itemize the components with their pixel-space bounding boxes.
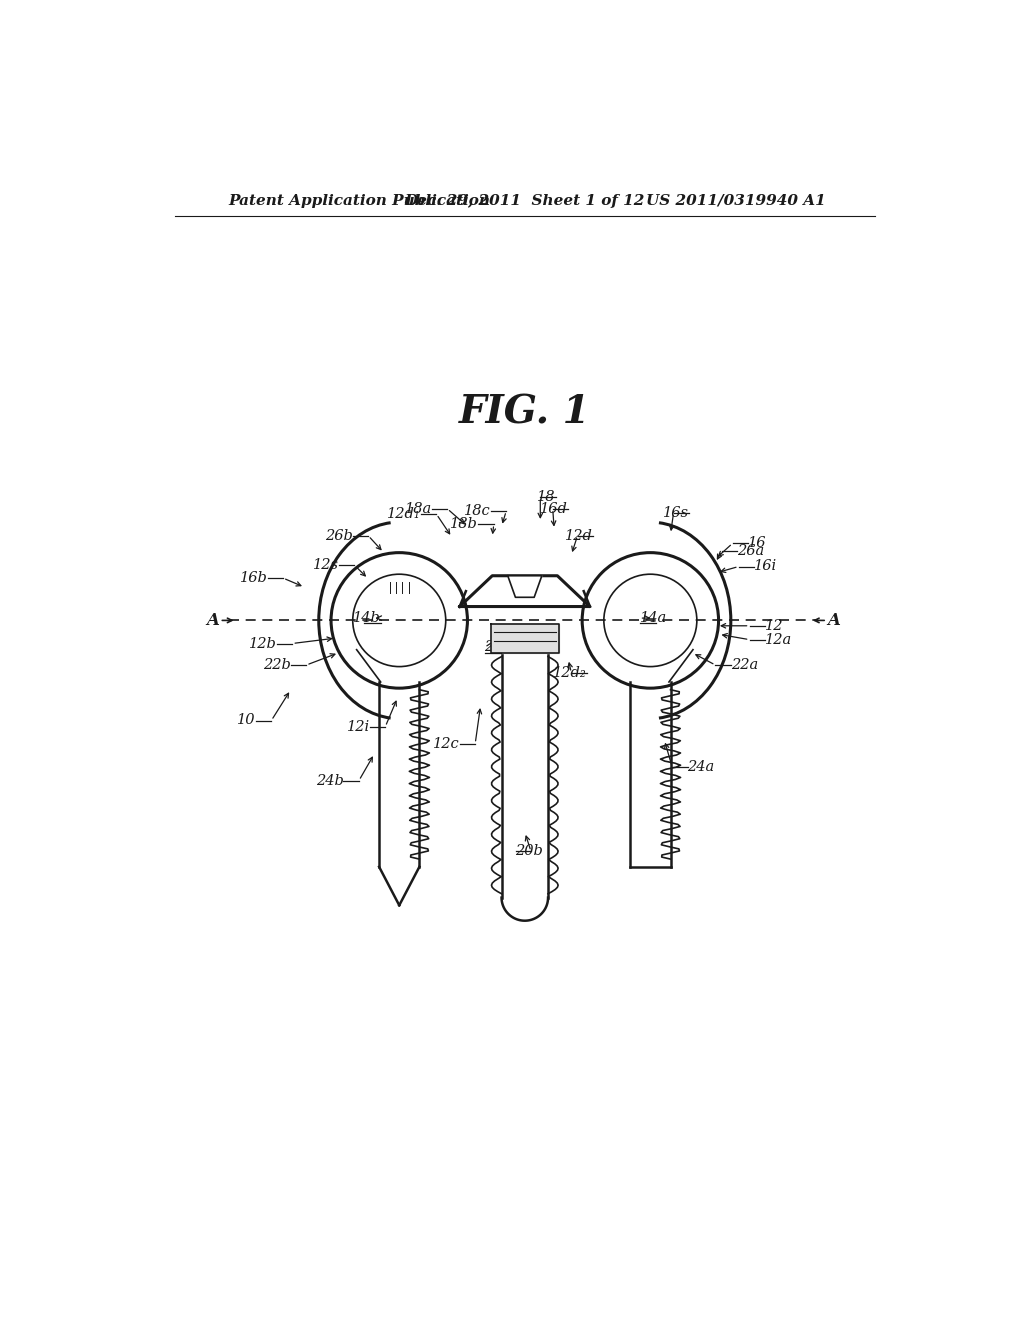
Text: 12s: 12s (312, 558, 339, 572)
Text: A: A (827, 612, 840, 628)
Text: 24a: 24a (687, 760, 715, 774)
Text: 20a: 20a (484, 640, 512, 655)
Text: US 2011/0319940 A1: US 2011/0319940 A1 (646, 194, 825, 207)
Text: 26a: 26a (737, 544, 764, 558)
Text: 16d: 16d (541, 502, 568, 516)
Polygon shape (508, 576, 542, 597)
Text: 16b: 16b (240, 572, 267, 585)
Text: 12c: 12c (433, 737, 460, 751)
Text: 12a: 12a (765, 632, 793, 647)
Text: 18: 18 (538, 490, 556, 504)
Text: 20b: 20b (515, 845, 544, 858)
Text: 14b: 14b (353, 611, 381, 626)
Text: 18c: 18c (464, 504, 490, 517)
Text: 18a: 18a (404, 502, 432, 516)
Polygon shape (490, 624, 559, 653)
Text: 16: 16 (748, 536, 767, 550)
Text: A: A (207, 612, 219, 628)
Text: 12d: 12d (565, 529, 593, 543)
Text: 12d₁: 12d₁ (387, 507, 421, 521)
Text: 12: 12 (765, 619, 783, 632)
Text: 26b: 26b (325, 529, 352, 543)
Text: 12b: 12b (249, 636, 276, 651)
Text: 14a: 14a (640, 611, 667, 626)
Text: FIG. 1: FIG. 1 (459, 393, 591, 432)
Text: 10: 10 (238, 714, 256, 727)
Text: 24b: 24b (315, 774, 343, 788)
Text: 16s: 16s (664, 506, 689, 520)
Text: 12i: 12i (347, 719, 370, 734)
Text: 22a: 22a (731, 659, 758, 672)
Text: Dec. 29, 2011  Sheet 1 of 12: Dec. 29, 2011 Sheet 1 of 12 (404, 194, 645, 207)
Text: 16i: 16i (755, 560, 777, 573)
Text: Patent Application Publication: Patent Application Publication (228, 194, 490, 207)
Text: 22b: 22b (263, 659, 291, 672)
Text: 12d₂: 12d₂ (553, 665, 587, 680)
Text: 18b: 18b (451, 517, 478, 531)
